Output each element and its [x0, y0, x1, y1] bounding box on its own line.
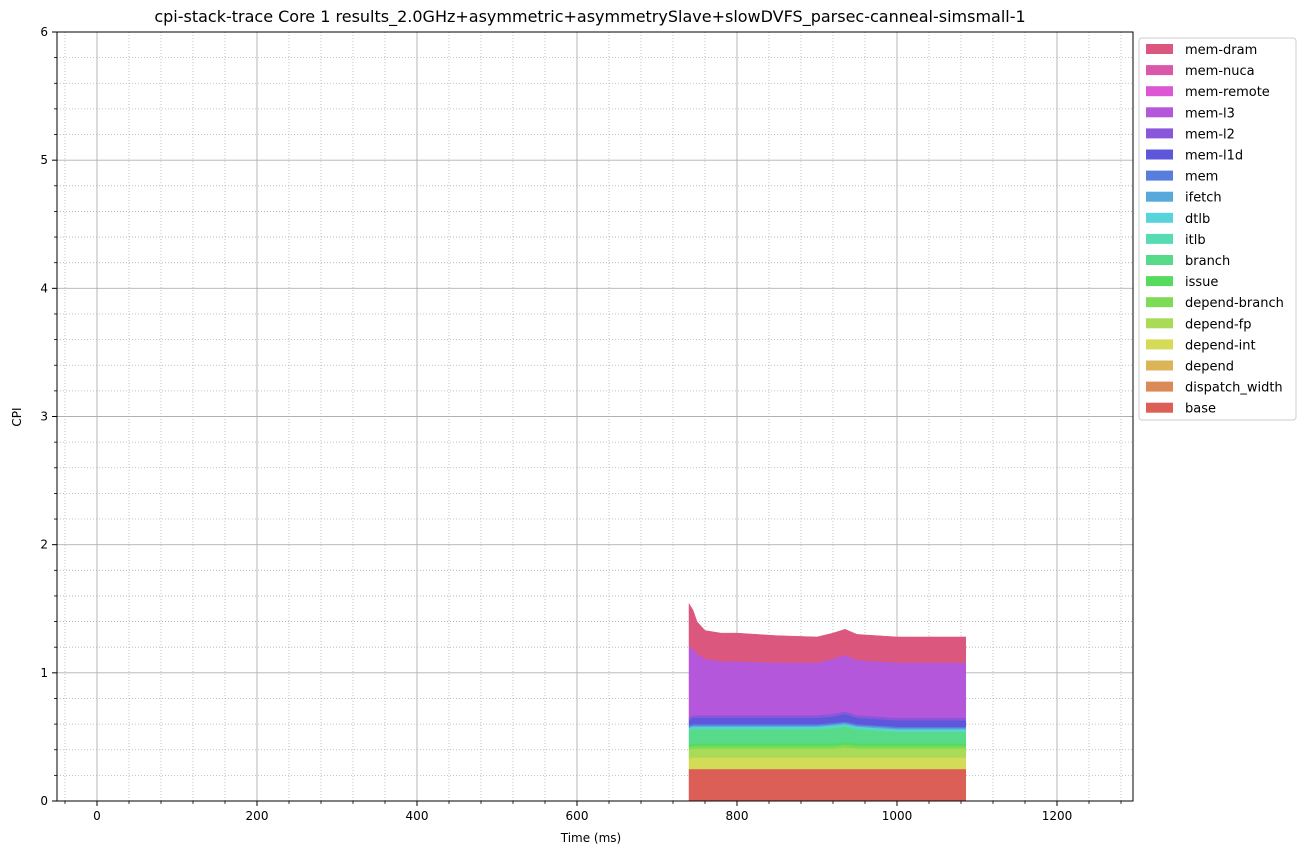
legend-swatch-mem-nuca	[1146, 65, 1173, 76]
y-tick-label: 4	[40, 281, 48, 295]
legend: mem-dram mem-nuca mem-remote mem-l3 mem-l2 me…	[1138, 37, 1297, 421]
y-tick-label: 3	[40, 410, 48, 424]
legend-label-dispatch_width: dispatch_width	[1185, 381, 1283, 396]
y-tick-label: 6	[40, 25, 48, 39]
legend-label-mem-l1d: mem-l1d	[1185, 149, 1243, 164]
x-tick-label: 600	[566, 809, 589, 823]
legend-swatch-issue	[1146, 276, 1173, 287]
y-tick-label: 5	[40, 153, 48, 167]
legend-swatch-branch	[1146, 255, 1173, 265]
legend-label-ifetch: ifetch	[1185, 191, 1222, 206]
legend-swatch-dtlb	[1146, 212, 1173, 223]
x-tick-label: 400	[406, 809, 429, 823]
area-base	[688, 768, 967, 802]
legend-label-mem-remote: mem-remote	[1185, 85, 1270, 100]
legend-swatch-depend-fp	[1146, 318, 1173, 329]
y-tick-label: 2	[40, 538, 48, 552]
legend-label-depend-branch: depend-branch	[1185, 296, 1284, 311]
legend-swatch-mem-l1d	[1146, 149, 1173, 160]
area-depend-fp	[688, 746, 967, 760]
legend-swatch-mem	[1146, 170, 1173, 181]
legend-swatch-dispatch_width	[1146, 381, 1173, 392]
legend-swatch-base	[1146, 402, 1173, 413]
x-tick-label: 200	[246, 809, 269, 823]
legend-swatch-mem-l2	[1146, 128, 1173, 139]
legend-label-mem-l3: mem-l3	[1185, 106, 1235, 121]
x-tick-label: 1000	[882, 809, 913, 823]
stacked-areas	[688, 602, 967, 802]
legend-box	[1138, 37, 1297, 421]
legend-swatch-mem-dram	[1146, 44, 1173, 54]
y-axis-ticks: 0 1 2 3 4 5 6	[40, 25, 57, 808]
legend-label-itlb: itlb	[1185, 233, 1206, 248]
y-axis-label: CPI	[10, 407, 24, 426]
legend-label-issue: issue	[1185, 275, 1218, 290]
legend-swatch-ifetch	[1146, 191, 1173, 202]
x-axis-label: Time (ms)	[560, 831, 622, 845]
y-tick-label: 1	[40, 666, 48, 680]
major-grid	[57, 31, 1133, 802]
x-tick-label: 0	[93, 809, 101, 823]
legend-label-base: base	[1185, 402, 1216, 417]
area-mem-dram	[688, 602, 967, 663]
legend-swatch-depend-branch	[1146, 297, 1173, 308]
x-tick-label: 1200	[1042, 809, 1073, 823]
legend-label-mem-dram: mem-dram	[1185, 43, 1257, 58]
legend-swatch-mem-l3	[1146, 107, 1173, 118]
legend-label-depend-fp: depend-fp	[1185, 317, 1252, 332]
legend-label-dtlb: dtlb	[1185, 212, 1210, 227]
x-axis-ticks: 0 200 400 600 800 1000 1200	[64, 801, 1122, 823]
legend-label-mem-nuca: mem-nuca	[1185, 64, 1255, 79]
legend-label-depend-int: depend-int	[1185, 338, 1256, 353]
legend-swatch-depend-int	[1146, 339, 1173, 350]
chart-title: cpi-stack-trace Core 1 results_2.0GHz+as…	[154, 7, 1025, 27]
legend-label-mem-l2: mem-l2	[1185, 127, 1235, 142]
legend-label-mem: mem	[1185, 170, 1218, 185]
legend-label-depend: depend	[1185, 360, 1234, 375]
legend-swatch-mem-remote	[1146, 86, 1173, 97]
y-tick-label: 0	[40, 794, 48, 808]
legend-swatch-itlb	[1146, 233, 1173, 244]
x-tick-label: 800	[726, 809, 749, 823]
legend-label-branch: branch	[1185, 254, 1230, 269]
area-depend-int	[688, 757, 967, 770]
legend-swatch-depend	[1146, 360, 1173, 371]
